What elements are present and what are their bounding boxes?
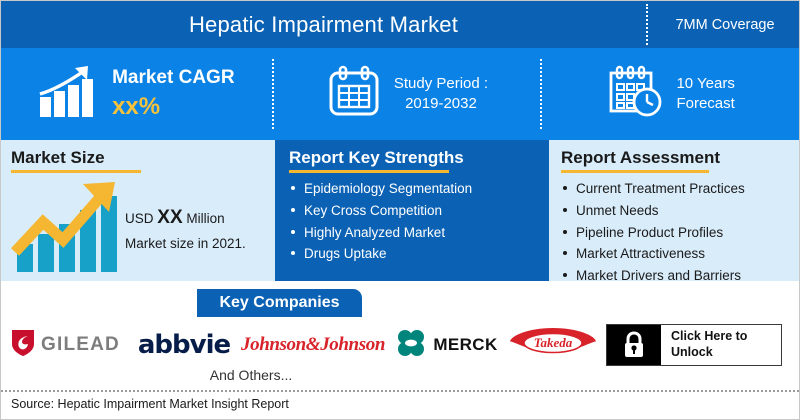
calendar-clock-icon xyxy=(606,64,664,125)
logo-johnson-and-johnson-label: Johnson&Johnson xyxy=(241,334,385,355)
logo-johnson-and-johnson: Johnson&Johnson xyxy=(239,321,387,369)
list-item: Drugs Uptake xyxy=(289,245,549,263)
band-divider-2 xyxy=(540,59,543,129)
report-key-strengths-title: Report Key Strengths xyxy=(289,148,464,167)
band-divider-1 xyxy=(271,59,274,129)
report-key-strengths-underline xyxy=(289,170,449,173)
unlock-cta[interactable]: Click Here to Unlock xyxy=(599,321,789,369)
takeda-oval-icon: Takeda xyxy=(508,326,598,365)
bar-chart-growth-icon xyxy=(38,64,100,125)
list-item: Key Cross Competition xyxy=(289,202,549,220)
study-period-text: Study Period : 2019-2032 xyxy=(394,74,488,115)
panel-report-key-strengths: Report Key Strengths Epidemiology Segmen… xyxy=(275,140,549,281)
logo-takeda: Takeda xyxy=(507,321,599,369)
company-logo-row: GILEAD abbvie Johnson&Johnson MERCK xyxy=(1,321,799,369)
page-title: Hepatic Impairment Market xyxy=(188,11,459,37)
svg-text:Takeda: Takeda xyxy=(534,335,573,350)
cagr-label: Market CAGR xyxy=(112,67,235,88)
market-size-title: Market Size xyxy=(11,148,105,167)
report-assessment-underline xyxy=(561,170,709,173)
market-size-suffix: Million xyxy=(182,210,225,226)
cagr-value: xx% xyxy=(112,93,161,120)
source-label: Source: Hepatic Impairment Market Insigh… xyxy=(11,397,289,411)
forecast-cell: 10 Years Forecast xyxy=(542,48,799,140)
logo-merck-label: MERCK xyxy=(433,335,498,354)
lock-icon xyxy=(607,325,661,365)
panel-report-assessment: Report Assessment Current Treatment Prac… xyxy=(549,140,799,283)
report-key-strengths-list: Epidemiology Segmentation Key Cross Comp… xyxy=(289,180,549,263)
list-item: Epidemiology Segmentation xyxy=(289,180,549,198)
forecast-line1: 10 Years xyxy=(676,74,735,92)
cagr-text-group: Market CAGR xx% xyxy=(112,67,234,121)
forecast-text: 10 Years Forecast xyxy=(676,74,734,115)
list-item: Market Drivers and Barriers xyxy=(561,267,799,285)
list-item: Market Attractiveness xyxy=(561,245,799,263)
logo-abbvie-label: abbvie xyxy=(137,330,231,360)
growth-arrow-chart-icon xyxy=(10,180,119,277)
coverage-label: 7MM Coverage xyxy=(675,16,775,33)
logo-abbvie: abbvie xyxy=(129,321,239,369)
logo-merck: MERCK xyxy=(387,321,507,369)
market-size-year-line: Market size in 2021. xyxy=(125,236,246,252)
market-size-underline xyxy=(11,170,141,173)
unlock-line2: Unlock xyxy=(671,345,713,359)
merck-clover-icon xyxy=(396,329,426,362)
footer-divider xyxy=(1,390,799,392)
logo-gilead: GILEAD xyxy=(1,321,129,369)
report-assessment-title: Report Assessment xyxy=(561,148,721,167)
forecast-line2: Forecast xyxy=(676,95,735,112)
study-period-line2: 2019-2032 xyxy=(405,95,477,112)
header-divider xyxy=(646,4,648,45)
click-here-to-unlock-button[interactable]: Click Here to Unlock xyxy=(606,324,782,366)
list-item: Unmet Needs xyxy=(561,202,799,220)
list-item: Highly Analyzed Market xyxy=(289,224,549,242)
key-companies-tab: Key Companies xyxy=(197,289,362,317)
study-period-cell: Study Period : 2019-2032 xyxy=(274,48,541,140)
market-cagr-cell: Market CAGR xx% xyxy=(1,48,272,140)
study-period-line1: Study Period : xyxy=(393,74,489,92)
calendar-icon xyxy=(326,64,382,125)
list-item: Pipeline Product Profiles xyxy=(561,224,799,242)
logo-gilead-label: GILEAD xyxy=(41,334,120,355)
market-size-prefix: USD xyxy=(125,210,158,226)
highlight-band: Market CAGR xx% Study Period : xyxy=(1,48,799,140)
market-size-body: USD XX Million Market size in 2021. xyxy=(10,180,275,277)
header-bar: Hepatic Impairment Market 7MM Coverage xyxy=(1,1,799,48)
panel-market-size: Market Size USD XX Million xyxy=(1,140,275,281)
market-size-value: XX xyxy=(157,206,183,228)
market-size-value-line: USD XX Million xyxy=(125,202,246,233)
market-size-caption: USD XX Million Market size in 2021. xyxy=(125,202,246,256)
and-others-label: And Others... xyxy=(209,367,293,383)
unlock-line1: Click Here to xyxy=(671,329,748,344)
panel-row: Market Size USD XX Million xyxy=(1,140,799,283)
list-item: Current Treatment Practices xyxy=(561,180,799,198)
report-assessment-list: Current Treatment Practices Unmet Needs … xyxy=(561,180,799,285)
gilead-shield-icon xyxy=(10,328,36,363)
unlock-button-label: Click Here to Unlock xyxy=(661,325,781,365)
